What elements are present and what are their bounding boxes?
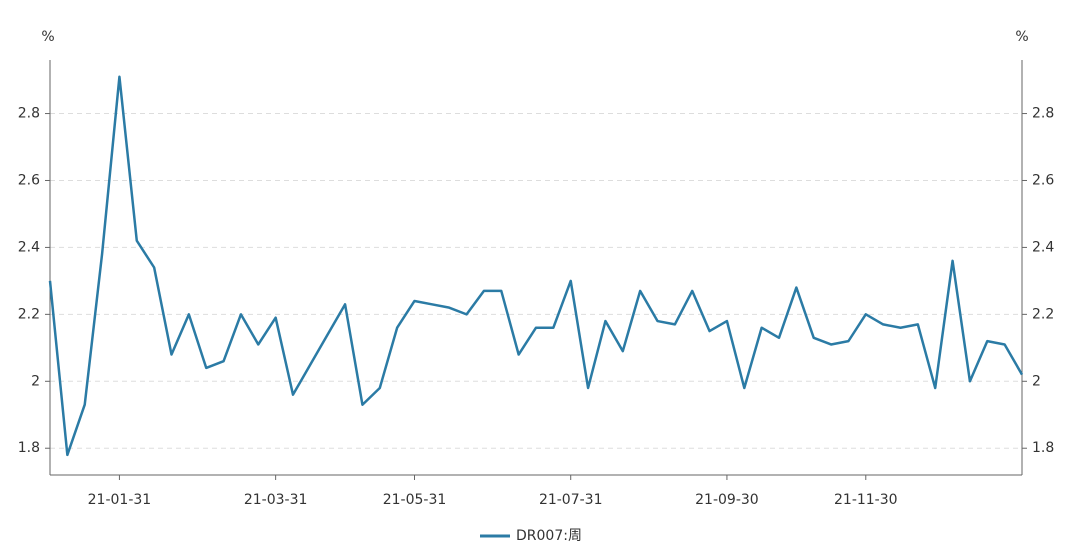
y-tick-label: 1.8 <box>18 440 40 456</box>
y2-tick-label: 1.8 <box>1032 440 1054 456</box>
legend-label: DR007:周 <box>516 528 582 544</box>
y-tick-label: 2.2 <box>18 306 40 322</box>
x-tick-label: 21-09-30 <box>695 492 759 508</box>
y2-tick-label: 2 <box>1032 373 1041 389</box>
y-tick-label: 2.4 <box>18 239 40 255</box>
y2-tick-label: 2.8 <box>1032 106 1054 122</box>
y2-tick-label: 2.2 <box>1032 306 1054 322</box>
y-tick-label: 2 <box>31 373 40 389</box>
y-tick-label: 2.6 <box>18 172 40 188</box>
x-tick-label: 21-03-31 <box>244 492 308 508</box>
x-tick-label: 21-07-31 <box>539 492 603 508</box>
x-tick-label: 21-05-31 <box>383 492 447 508</box>
y2-tick-label: 2.4 <box>1032 239 1054 255</box>
y2-tick-label: 2.6 <box>1032 172 1054 188</box>
x-tick-label: 21-01-31 <box>88 492 152 508</box>
data-line <box>48 75 1024 457</box>
x-tick-label: 21-11-30 <box>834 492 898 508</box>
y-unit: % <box>41 29 54 45</box>
y-tick-label: 2.8 <box>18 106 40 122</box>
y2-unit: % <box>1015 29 1028 45</box>
